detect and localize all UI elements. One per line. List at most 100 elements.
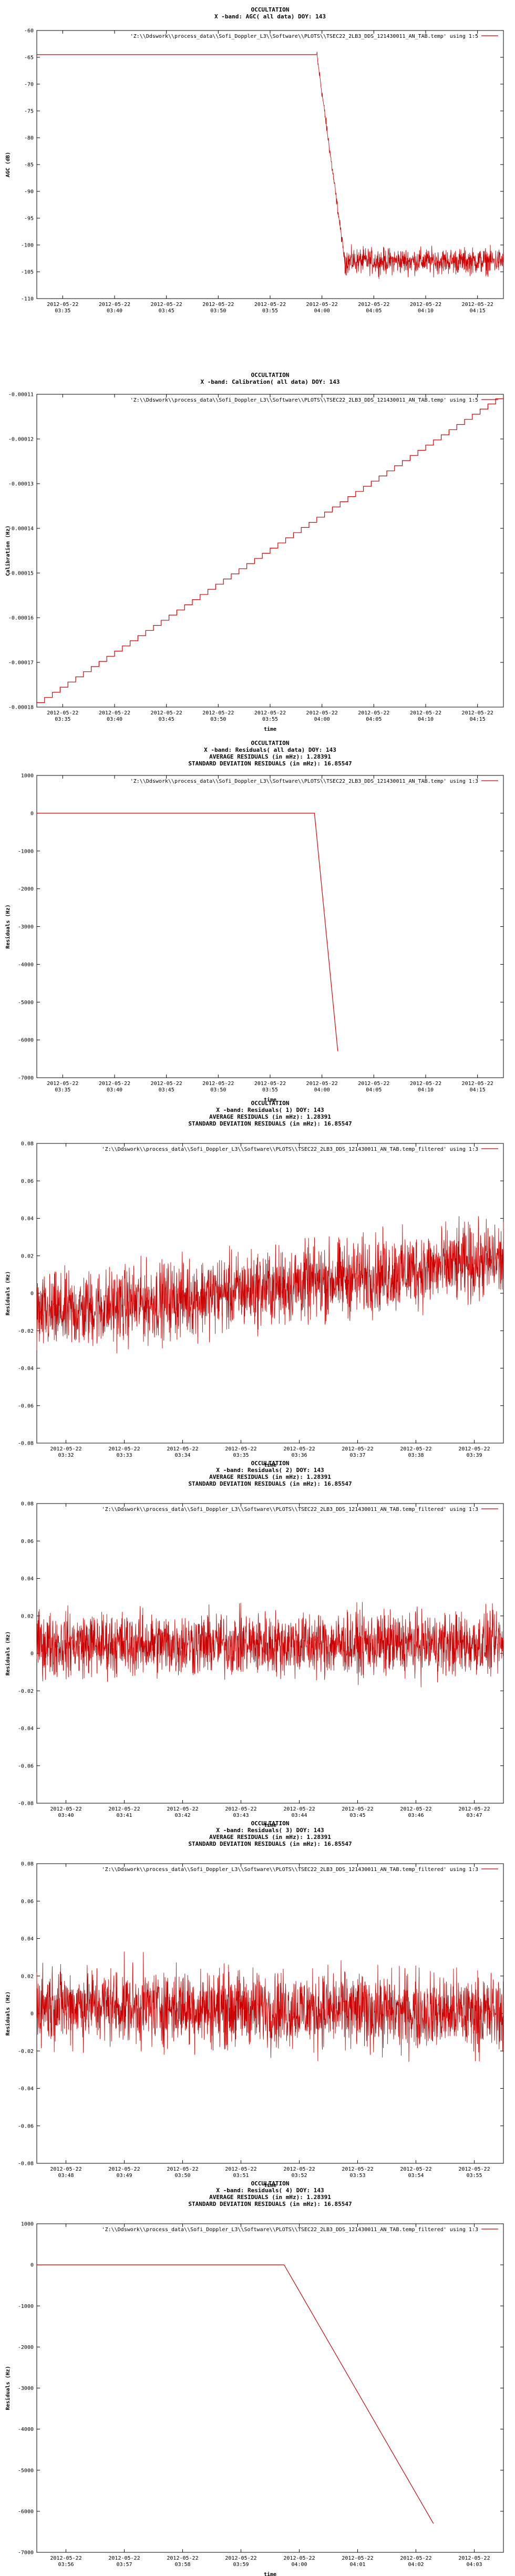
y-tick-label: -3000 <box>18 2386 34 2391</box>
y-tick-label: -0.00012 <box>8 437 34 443</box>
x-tick-label: 2012-05-22 <box>342 2555 373 2561</box>
y-tick-label: 0.08 <box>21 1141 34 1147</box>
chart-title-line: AVERAGE RESIDUALS (in mHz): 1.28391 <box>209 1834 331 1841</box>
x-axis-label: time <box>264 1462 276 1468</box>
x-tick-label: 03:40 <box>58 1813 74 1818</box>
legend: 'Z:\\Ddswork\\process_data\\Sofi_Doppler… <box>102 1147 498 1152</box>
x-tick-label: 2012-05-22 <box>108 1806 140 1812</box>
x-tick-label: 2012-05-22 <box>400 1446 431 1452</box>
x-tick-label: 04:10 <box>418 717 434 722</box>
y-tick-label: 0.08 <box>21 1501 34 1507</box>
plot-frame <box>36 2223 504 2553</box>
y-tick-label: 0.02 <box>21 1613 34 1619</box>
y-tick-label: -4000 <box>18 2427 34 2432</box>
y-tick-label: 0.06 <box>21 1179 34 1184</box>
y-tick-label: -70 <box>24 82 34 88</box>
x-tick-label: 2012-05-22 <box>358 710 389 716</box>
plot-frame <box>36 1143 504 1444</box>
chart-title-line: OCCULTATION <box>251 6 290 13</box>
x-tick-label: 03:41 <box>116 1813 132 1818</box>
x-tick-label: 03:50 <box>210 717 226 722</box>
x-tick-label: 03:48 <box>58 2173 74 2179</box>
x-tick-label: 04:00 <box>291 2562 307 2568</box>
x-tick-label: 2012-05-22 <box>462 302 493 308</box>
chart-title-line: STANDARD DEVIATION RESIDUALS (in mHz): 1… <box>188 1480 352 1487</box>
legend: 'Z:\\Ddswork\\process_data\\Sofi_Doppler… <box>102 2227 498 2233</box>
chart-title-line: STANDARD DEVIATION RESIDUALS (in mHz): 1… <box>188 760 352 767</box>
series-line <box>37 2264 434 2524</box>
x-tick-label: 2012-05-22 <box>167 1446 198 1452</box>
x-tick-label: 2012-05-22 <box>167 1806 198 1812</box>
x-tick-label: 2012-05-22 <box>458 1446 490 1452</box>
x-tick-label: 2012-05-22 <box>458 2166 490 2172</box>
x-tick-label: 2012-05-22 <box>108 2166 140 2172</box>
y-tick-label: 0.02 <box>21 1974 34 1979</box>
x-tick-label: 2012-05-22 <box>283 2555 315 2561</box>
x-tick-label: 2012-05-22 <box>47 302 78 308</box>
y-axis-label: Calibration (Hz) <box>5 525 11 576</box>
legend-label: 'Z:\\Ddswork\\process_data\\Sofi_Doppler… <box>102 2227 478 2233</box>
x-tick-label: 2012-05-22 <box>342 1446 373 1452</box>
x-tick-label: 03:55 <box>262 1087 278 1093</box>
x-tick-label: 03:35 <box>233 1453 249 1458</box>
y-tick-label: -1000 <box>18 849 34 854</box>
legend: 'Z:\\Ddswork\\process_data\\Sofi_Doppler… <box>102 1507 498 1512</box>
legend-label: 'Z:\\Ddswork\\process_data\\Sofi_Doppler… <box>102 1507 478 1512</box>
chart-title-line: OCCULTATION <box>251 372 290 379</box>
legend-label: 'Z:\\Ddswork\\process_data\\Sofi_Doppler… <box>130 779 478 784</box>
y-tick-label: -0.00014 <box>8 526 34 532</box>
y-tick-label: -5000 <box>18 2468 34 2473</box>
x-tick-label: 03:40 <box>107 717 122 722</box>
chart-title-line: OCCULTATION <box>251 1820 290 1827</box>
x-tick-label: 04:03 <box>466 2562 482 2568</box>
x-tick-label: 2012-05-22 <box>458 1806 490 1812</box>
x-tick-label: 2012-05-22 <box>400 1806 431 1812</box>
x-tick-label: 03:50 <box>210 1087 226 1093</box>
y-tick-label: -5000 <box>18 1000 34 1006</box>
x-tick-label: 03:38 <box>408 1453 424 1458</box>
y-tick-label: 0.04 <box>21 1936 34 1942</box>
legend: 'Z:\\Ddswork\\process_data\\Sofi_Doppler… <box>102 1867 498 1873</box>
y-tick-label: 0.02 <box>21 1253 34 1259</box>
x-tick-label: 2012-05-22 <box>410 302 441 308</box>
x-tick-label: 03:49 <box>116 2173 132 2179</box>
chart-title-line: X -band: Calibration( all data) DOY: 143 <box>201 379 340 385</box>
y-tick-label: -2000 <box>18 886 34 892</box>
y-tick-label: -0.08 <box>18 1801 34 1807</box>
x-tick-label: 03:39 <box>466 1453 482 1458</box>
y-tick-label: -0.02 <box>18 1689 34 1694</box>
chart-title-line: AVERAGE RESIDUALS (in mHz): 1.28391 <box>209 753 331 760</box>
x-tick-label: 2012-05-22 <box>458 2555 490 2561</box>
y-tick-label: -3000 <box>18 924 34 930</box>
y-tick-label: -7000 <box>18 1076 34 1081</box>
x-tick-label: 03:45 <box>159 717 174 722</box>
y-tick-label: -80 <box>24 136 34 141</box>
x-tick-label: 2012-05-22 <box>306 1081 338 1087</box>
series-line <box>36 1216 504 1354</box>
y-tick-label: -0.08 <box>18 2161 34 2167</box>
x-tick-label: 03:44 <box>291 1813 307 1818</box>
x-tick-label: 2012-05-22 <box>462 1081 493 1087</box>
y-tick-label: -110 <box>21 297 34 302</box>
y-tick-label: -6000 <box>18 1038 34 1044</box>
x-tick-label: 04:02 <box>408 2562 424 2568</box>
y-tick-label: 0.08 <box>21 1862 34 1867</box>
x-tick-label: 03:40 <box>107 1087 122 1093</box>
chart-title-line: X -band: Residuals( 4) DOY: 143 <box>216 2187 324 2194</box>
y-tick-label: -0.00015 <box>8 571 34 577</box>
x-tick-label: 2012-05-22 <box>342 2166 373 2172</box>
x-tick-label: 2012-05-22 <box>225 2555 256 2561</box>
x-tick-label: 2012-05-22 <box>99 710 130 716</box>
x-tick-label: 2012-05-22 <box>283 2166 315 2172</box>
x-tick-label: 2012-05-22 <box>167 2555 198 2561</box>
chart-title-line: OCCULTATION <box>251 2180 290 2187</box>
x-tick-label: 2012-05-22 <box>306 302 338 308</box>
y-tick-label: -1000 <box>18 2304 34 2309</box>
y-tick-label: -75 <box>24 109 34 115</box>
y-tick-label: 0.04 <box>21 1216 34 1222</box>
